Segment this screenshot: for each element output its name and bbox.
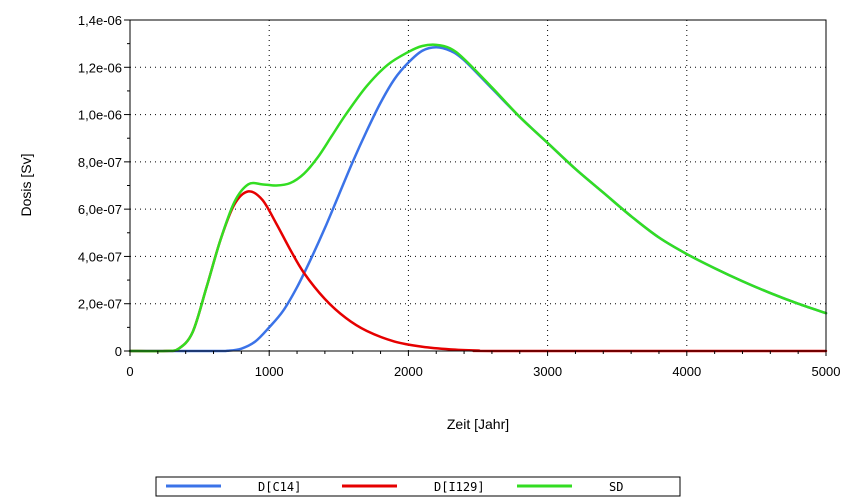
x-tick-label: 1000 [255, 364, 284, 379]
legend-label-d-i129: D[I129] [434, 480, 485, 494]
x-axis-title: Zeit [Jahr] [447, 416, 509, 432]
plot-frame [129, 19, 827, 352]
y-tick-label: 6,0e-07 [78, 202, 122, 217]
x-tick-label: 2000 [394, 364, 423, 379]
x-tick-label: 5000 [812, 364, 841, 379]
x-tick-label: 3000 [533, 364, 562, 379]
y-tick-label: 1,0e-06 [78, 108, 122, 123]
x-tick-labels: 0 1000 2000 3000 4000 5000 [126, 364, 840, 379]
y-tick-label: 2,0e-07 [78, 297, 122, 312]
y-tick-label: 0 [115, 344, 122, 359]
legend-label-sd: SD [609, 480, 623, 494]
series-lines [128, 43, 828, 353]
x-tick-label: 0 [126, 364, 133, 379]
y-tick-label: 1,2e-06 [78, 60, 122, 75]
series-line-d-c14 [128, 45, 828, 353]
legend: D[C14] D[I129] SD [155, 476, 681, 497]
y-axis-title: Dosis [Sv] [18, 153, 34, 216]
y-tick-labels: 0 2,0e-07 4,0e-07 6,0e-07 8,0e-07 1,0e-06 1,2e… [78, 13, 122, 359]
grid-lines [130, 20, 826, 351]
axis-ticks [124, 19, 827, 356]
series-line-sd [128, 43, 828, 353]
y-tick-label: 4,0e-07 [78, 249, 122, 264]
legend-box [155, 476, 681, 497]
y-tick-label: 8,0e-07 [78, 155, 122, 170]
x-tick-label: 4000 [672, 364, 701, 379]
y-tick-label: 1,4e-06 [78, 13, 122, 28]
legend-label-d-c14: D[C14] [258, 480, 301, 494]
